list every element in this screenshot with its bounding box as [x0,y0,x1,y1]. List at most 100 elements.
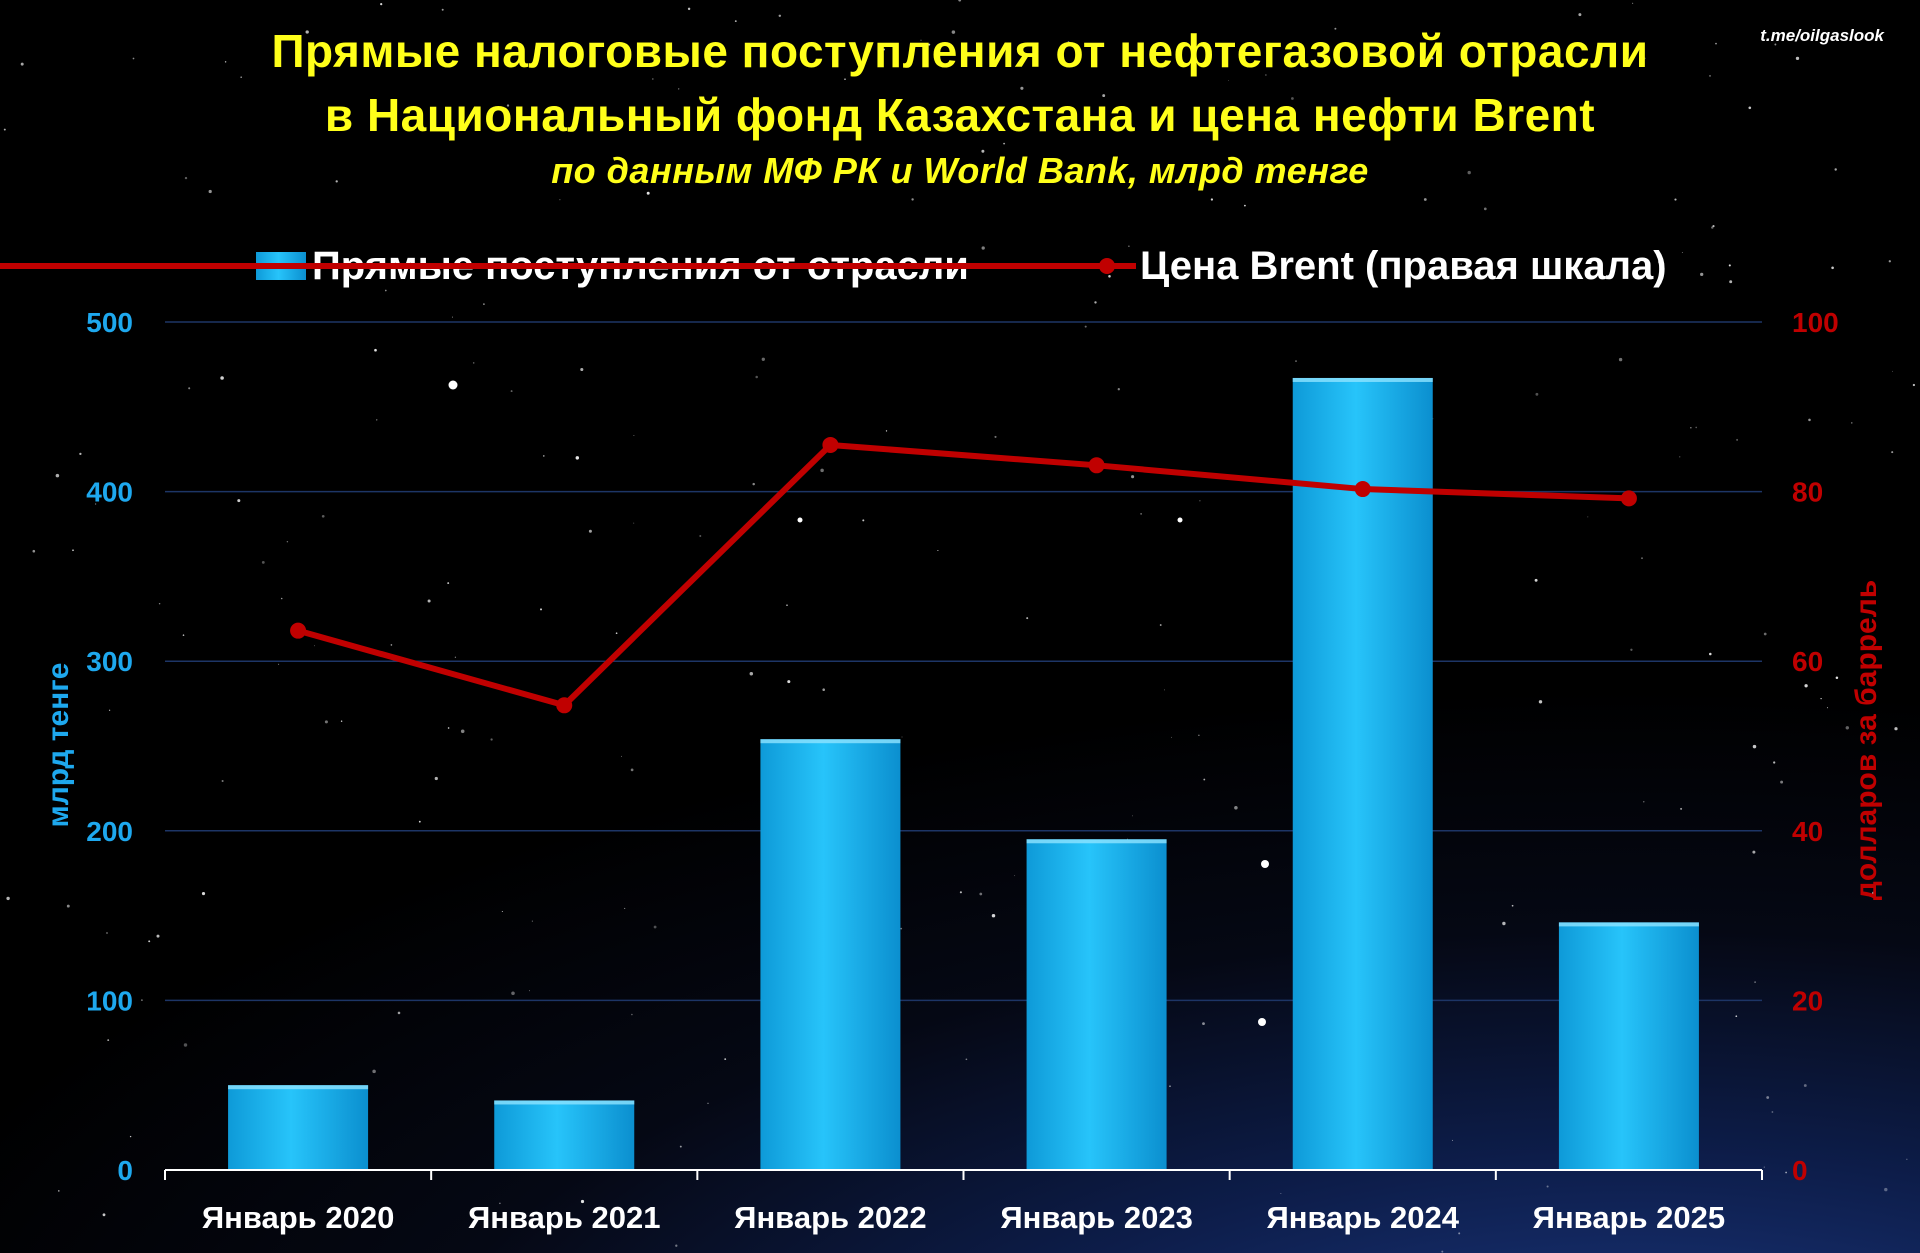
star [108,709,111,711]
star [237,499,241,503]
star [490,738,493,741]
star [184,176,188,180]
star [1258,1018,1266,1026]
star [1748,106,1752,110]
star [653,925,657,929]
star [937,549,939,552]
star [1210,198,1214,201]
star [883,48,885,51]
star [979,892,983,896]
star [20,62,24,66]
star [1280,1193,1282,1194]
star [646,191,650,195]
star [885,430,888,432]
y-tick-label-left: 100 [86,985,133,1016]
star [32,549,36,553]
star [1894,727,1898,731]
star [575,456,580,460]
star [1686,1219,1689,1221]
star [1826,707,1829,709]
star [1641,557,1643,560]
star [1026,617,1029,620]
star [528,990,530,992]
star [1774,43,1777,46]
star [1451,1139,1454,1141]
star [1203,778,1206,781]
star [221,779,224,783]
star [1067,40,1070,43]
star [1835,676,1839,680]
x-tick-label: Январь 2020 [202,1200,394,1235]
star [1871,891,1876,896]
star [305,30,309,34]
star [501,911,503,912]
star [261,560,265,564]
star [1643,57,1646,60]
bar [760,739,901,1170]
legend-line-marker [1099,258,1115,274]
star [1511,904,1514,907]
star [678,88,680,90]
star [1674,198,1677,201]
y-tick-label-right: 80 [1792,477,1823,508]
star [95,503,97,505]
bar-top-highlight [228,1085,369,1090]
star [324,720,328,724]
star [335,180,338,183]
star [820,468,824,473]
star [631,1013,633,1016]
star [797,517,803,523]
star [1695,426,1697,429]
star [1538,700,1543,704]
y-tick-label-left: 0 [117,1155,133,1186]
star [734,20,737,22]
star [1711,226,1714,229]
star [390,644,393,646]
star [844,78,846,80]
star [1804,684,1808,688]
star [1632,2,1634,4]
star [1709,75,1711,77]
star [1728,264,1731,267]
chart-subtitle: по данным МФ РК и World Bank, млрд тенге [551,150,1369,191]
star [1752,744,1757,749]
star [620,755,622,757]
x-tick-label: Январь 2024 [1267,1200,1460,1235]
star [1441,1250,1444,1253]
star [240,76,243,79]
star [1808,418,1811,422]
gridlines [165,321,1762,1002]
star [1117,388,1120,391]
brent-line [297,441,1630,709]
star [707,1102,709,1104]
star [1140,513,1142,515]
star [752,482,755,486]
star [434,776,438,781]
star [1042,164,1044,166]
star [1766,1096,1770,1099]
star [340,720,343,722]
brent-point [290,622,307,639]
star [1131,815,1133,817]
bar [1292,377,1433,1170]
star [372,1069,376,1074]
star [1020,86,1024,90]
star [862,519,865,522]
star [1803,1084,1807,1087]
brent-point [556,697,573,714]
star [1534,578,1538,582]
brent-point [1354,481,1371,498]
star [224,61,227,63]
star [427,599,431,603]
star [208,189,212,194]
star [1094,301,1097,304]
star [1680,807,1683,810]
y-tick-label-left: 300 [86,646,133,677]
star [1014,875,1016,877]
star [911,198,914,201]
star [787,680,791,684]
star [1643,801,1645,803]
star [188,387,191,390]
star [965,1058,968,1061]
brent-point [1088,457,1105,474]
